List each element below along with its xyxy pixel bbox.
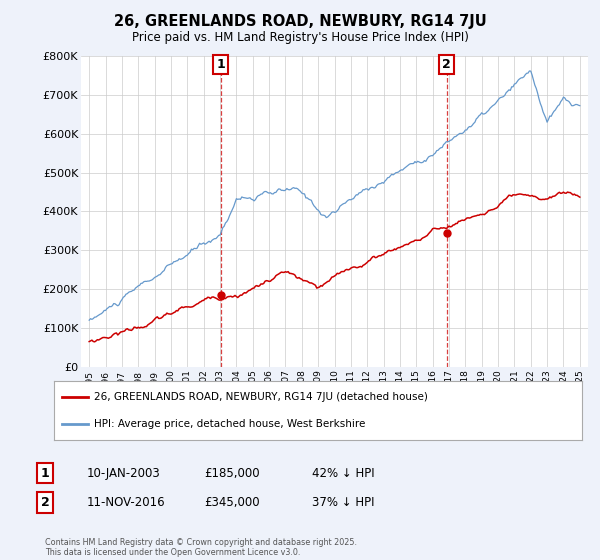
Text: HPI: Average price, detached house, West Berkshire: HPI: Average price, detached house, West…: [94, 419, 365, 429]
Text: 11-NOV-2016: 11-NOV-2016: [87, 496, 166, 509]
Text: Price paid vs. HM Land Registry's House Price Index (HPI): Price paid vs. HM Land Registry's House …: [131, 31, 469, 44]
Text: 26, GREENLANDS ROAD, NEWBURY, RG14 7JU (detached house): 26, GREENLANDS ROAD, NEWBURY, RG14 7JU (…: [94, 391, 427, 402]
Text: 2: 2: [442, 58, 451, 71]
Text: Contains HM Land Registry data © Crown copyright and database right 2025.
This d: Contains HM Land Registry data © Crown c…: [45, 538, 357, 557]
Text: 10-JAN-2003: 10-JAN-2003: [87, 466, 161, 480]
Text: 37% ↓ HPI: 37% ↓ HPI: [312, 496, 374, 509]
Text: £345,000: £345,000: [204, 496, 260, 509]
Text: 42% ↓ HPI: 42% ↓ HPI: [312, 466, 374, 480]
Text: 26, GREENLANDS ROAD, NEWBURY, RG14 7JU: 26, GREENLANDS ROAD, NEWBURY, RG14 7JU: [113, 14, 487, 29]
Text: 1: 1: [41, 466, 49, 480]
Text: 2: 2: [41, 496, 49, 509]
Text: 1: 1: [216, 58, 225, 71]
Text: £185,000: £185,000: [204, 466, 260, 480]
